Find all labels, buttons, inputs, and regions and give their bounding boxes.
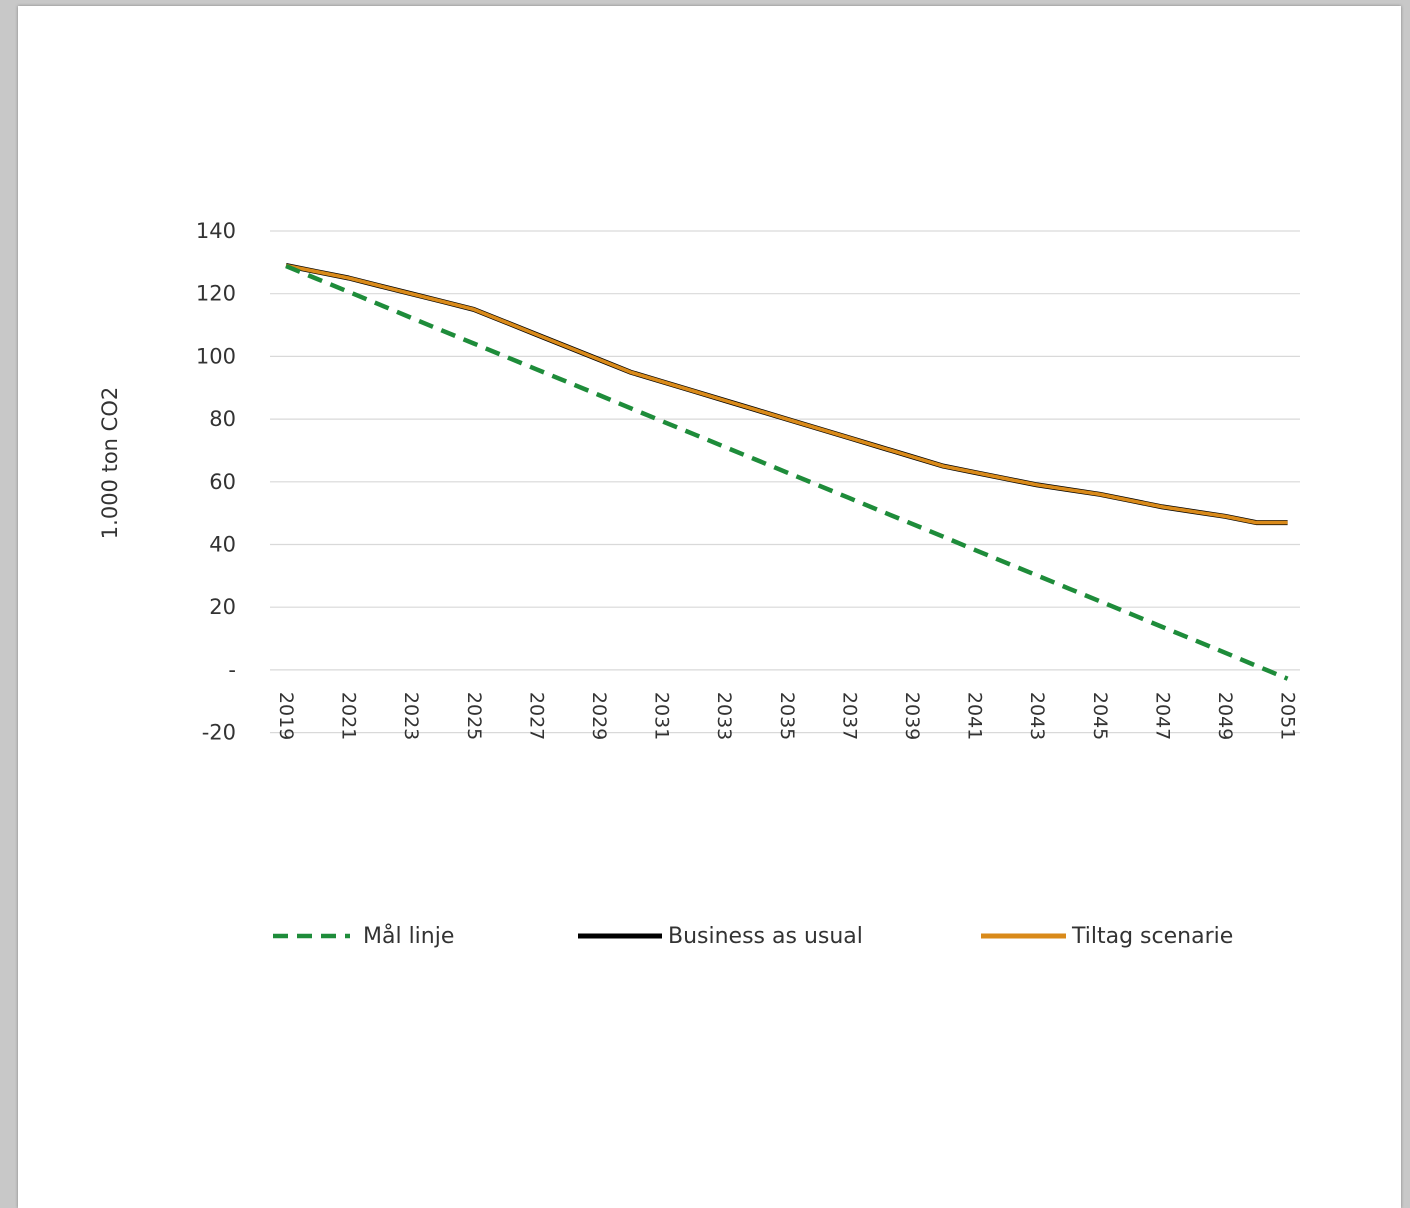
x-tick-label: 2035 [776, 692, 798, 740]
y-tick-label: 100 [196, 344, 236, 368]
y-axis-title: 1.000 ton CO2 [98, 387, 122, 539]
x-tick-label: 2031 [651, 692, 673, 740]
series-lines [285, 263, 1289, 681]
legend-label-1: Business as usual [668, 924, 863, 949]
x-tick-label: 2023 [400, 692, 422, 740]
x-tick-label: 2041 [964, 692, 986, 740]
x-tick-label: 2027 [525, 692, 547, 740]
x-axis-ticks: 2019 2021 2023 2025 2027 2029 2031 2033 2035 2037… [275, 692, 1299, 740]
x-tick-label: 2039 [901, 692, 923, 740]
series-line-1 [285, 263, 1288, 526]
y-axis-ticks: 140 120 100 80 60 40 20 - -20 [196, 219, 236, 745]
x-tick-label: 2033 [713, 692, 735, 740]
x-tick-label: 2045 [1089, 692, 1111, 740]
series-line-2 [285, 263, 1288, 525]
x-tick-label: 2051 [1277, 692, 1299, 740]
x-tick-label: 2029 [588, 692, 610, 740]
y-tick-label: - [228, 658, 236, 682]
y-tick-label: 120 [196, 282, 236, 306]
y-tick-label: 60 [209, 470, 236, 494]
legend-label-0: Mål linje [363, 923, 454, 949]
legend-label-2: Tiltag scenarie [1071, 924, 1233, 949]
y-tick-label: 140 [196, 219, 236, 243]
x-tick-label: 2037 [838, 692, 860, 740]
x-tick-label: 2021 [338, 692, 360, 740]
x-tick-label: 2047 [1151, 692, 1173, 740]
chart-page: 140 120 100 80 60 40 20- -20 2019 2021 2023 2025 20… [18, 6, 1401, 1208]
gridlines [270, 230, 1300, 734]
y-tick-label: 20 [209, 595, 236, 619]
series-line-0 [285, 264, 1289, 681]
x-tick-label: 2049 [1214, 692, 1236, 740]
x-tick-label: 2043 [1026, 692, 1048, 740]
y-tick-label: 80 [209, 407, 236, 431]
y-tick-label: 40 [209, 533, 236, 557]
x-tick-label: 2025 [463, 692, 485, 740]
x-tick-label: 2019 [275, 692, 297, 740]
y-tick-label: -20 [202, 721, 236, 745]
legend: Mål linje Business as usual Tiltag scenari… [273, 923, 1233, 949]
